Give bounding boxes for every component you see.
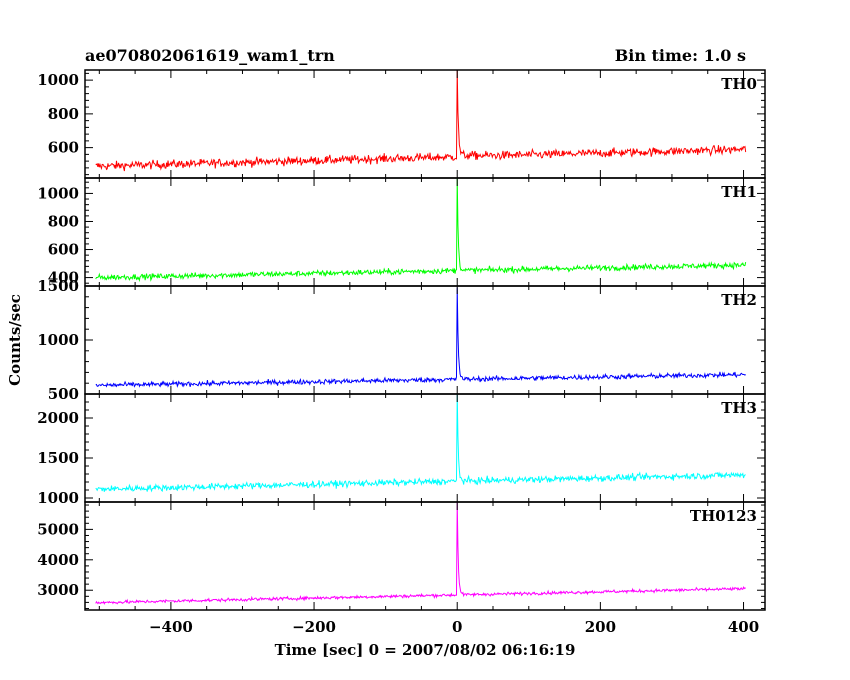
y-tick-label: 1500 (37, 449, 79, 467)
x-tick-label: 0 (452, 618, 462, 636)
series-line-th0 (95, 69, 747, 172)
y-tick-label: 3000 (37, 581, 79, 599)
panel-label-th0: TH0 (721, 75, 757, 93)
y-tick-label: 800 (48, 105, 79, 123)
y-axis-title: Counts/sec (6, 294, 24, 386)
y-tick-label: 1000 (37, 489, 79, 507)
panel-th0123: 3000 4000 5000 TH0123 (37, 501, 766, 611)
panel-label-th2: TH2 (721, 291, 757, 309)
y-tick-label: 800 (48, 212, 79, 230)
y-tick-label: 2000 (37, 409, 79, 427)
panel-th0: 600 800 1000 TH0 (37, 69, 766, 179)
panel-th2: 500 1000 1500 TH2 (37, 277, 766, 403)
y-tick-label: 1000 (37, 71, 79, 89)
panel-label-th1: TH1 (721, 183, 757, 201)
panel-th1: 400 600 800 1000 TH1 (37, 177, 766, 287)
panel-th3: 1000 1500 2000 TH3 (37, 393, 766, 507)
y-tick-label: 1000 (37, 184, 79, 202)
panel-frame (84, 501, 766, 611)
y-tick-label: 500 (48, 385, 79, 403)
series-line-th0123 (95, 502, 746, 605)
series-line-th1 (95, 177, 747, 283)
panels-layer: 600 800 1000 TH0 400 600 800 1000 TH1 500 1000 1500… (37, 69, 766, 636)
y-tick-label: 4000 (37, 551, 79, 569)
series-line-th2 (95, 287, 746, 388)
y-tick-label: 5000 (37, 520, 79, 538)
series-line-th3 (95, 393, 746, 493)
x-axis-title: Time [sec] 0 = 2007/08/02 06:16:19 (275, 641, 576, 659)
panel-label-th3: TH3 (721, 399, 757, 417)
panel-label-th0123: TH0123 (690, 507, 757, 525)
chart-subtitle: Bin time: 1.0 s (615, 46, 746, 65)
chart-title: ae070802061619_wam1_trn (85, 46, 335, 65)
y-tick-label: 1500 (37, 277, 79, 295)
x-tick-label: 400 (728, 618, 759, 636)
x-tick-label: −400 (149, 618, 193, 636)
x-tick-label: 200 (585, 618, 616, 636)
y-tick-label: 1000 (37, 331, 79, 349)
y-tick-label: 400 (48, 269, 79, 287)
panel-frame (84, 285, 766, 395)
x-tick-label: −200 (292, 618, 336, 636)
y-tick-label: 600 (48, 241, 79, 259)
y-tick-label: 600 (48, 139, 79, 157)
